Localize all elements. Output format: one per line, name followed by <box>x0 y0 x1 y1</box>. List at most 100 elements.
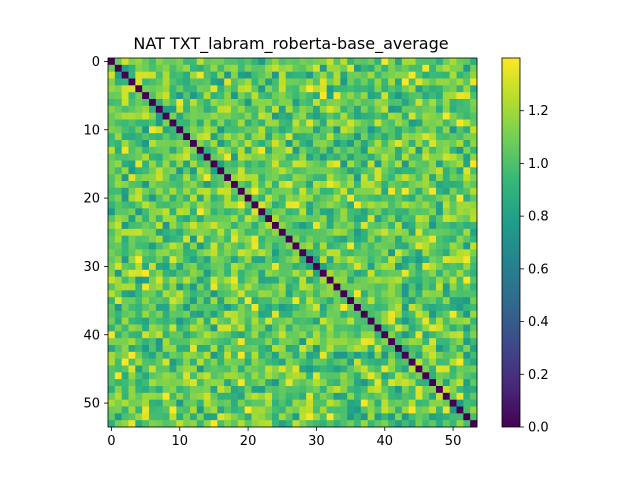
heatmap-cell <box>203 249 211 257</box>
heatmap-cell <box>449 126 457 134</box>
heatmap-cell <box>224 160 232 168</box>
heatmap-cell <box>265 153 273 161</box>
heatmap-cell-diagonal <box>381 331 389 339</box>
heatmap-cell <box>367 242 375 250</box>
heatmap-cell <box>258 99 266 107</box>
heatmap-cell <box>128 345 136 353</box>
heatmap-cell <box>265 317 273 325</box>
heatmap-cell <box>313 174 321 182</box>
heatmap-cell <box>463 263 471 271</box>
heatmap-cell <box>251 283 259 291</box>
heatmap-cell <box>388 92 396 100</box>
heatmap-cell <box>429 92 437 100</box>
heatmap-cell <box>415 413 423 421</box>
heatmap-cell <box>183 269 191 278</box>
heatmap-cell <box>340 310 348 319</box>
heatmap-cell <box>367 304 375 312</box>
heatmap-cell <box>108 331 116 339</box>
heatmap-cell <box>155 310 164 319</box>
heatmap-cell <box>415 351 423 360</box>
heatmap-cell <box>190 242 198 250</box>
heatmap-cell <box>354 399 362 407</box>
heatmap-cell <box>224 386 232 394</box>
heatmap-cell <box>319 276 328 284</box>
heatmap-cell <box>326 351 334 360</box>
heatmap-cell <box>149 358 157 366</box>
heatmap-cell <box>313 119 321 127</box>
heatmap-cell <box>470 263 478 271</box>
heatmap-cell <box>237 345 246 353</box>
heatmap-cell <box>319 194 328 202</box>
heatmap-cell <box>272 92 280 100</box>
heatmap-cell <box>142 331 150 339</box>
heatmap-cell <box>142 112 150 120</box>
heatmap-cell-diagonal <box>114 64 123 73</box>
heatmap-cell <box>237 222 246 230</box>
heatmap-cell <box>285 187 293 196</box>
heatmap-cell <box>135 92 143 100</box>
heatmap-cell <box>210 256 218 264</box>
heatmap-cell <box>381 140 389 148</box>
heatmap-cell <box>258 215 266 223</box>
heatmap-cell <box>367 140 375 148</box>
heatmap-cell <box>135 310 143 319</box>
heatmap-cell <box>470 126 478 134</box>
heatmap-cell <box>135 222 143 230</box>
heatmap-cell <box>135 297 143 305</box>
heatmap-cell <box>210 85 218 93</box>
heatmap-cell <box>272 249 280 257</box>
heatmap-cell <box>210 310 218 319</box>
heatmap-cell <box>190 263 198 271</box>
heatmap-cell <box>333 58 341 66</box>
heatmap-cell <box>299 386 307 394</box>
heatmap-cell <box>306 249 314 257</box>
heatmap-cell-diagonal <box>121 71 129 79</box>
heatmap-cell <box>381 399 389 407</box>
heatmap-cell <box>128 208 136 216</box>
heatmap-cell <box>176 58 184 66</box>
heatmap-cell <box>231 331 239 339</box>
heatmap-cell <box>354 71 362 79</box>
heatmap-cell <box>142 317 150 325</box>
heatmap-cell <box>354 187 362 196</box>
heatmap-cell <box>463 222 471 230</box>
heatmap-cell <box>354 372 362 380</box>
heatmap-cell <box>449 228 457 237</box>
heatmap-cell <box>203 187 211 196</box>
heatmap-cell <box>224 187 232 196</box>
heatmap-cell <box>401 228 410 237</box>
heatmap-cell <box>135 78 143 86</box>
heatmap-cell <box>244 372 252 380</box>
heatmap-cell <box>367 338 375 346</box>
heatmap-cell <box>442 78 451 86</box>
heatmap-cell <box>381 406 389 414</box>
heatmap-cell <box>429 187 437 196</box>
heatmap-cell <box>326 310 334 319</box>
heatmap-cell <box>196 126 205 134</box>
heatmap-cell <box>408 194 416 202</box>
heatmap-cell <box>203 228 211 237</box>
heatmap-cell <box>121 133 129 141</box>
heatmap-cell <box>415 85 423 93</box>
heatmap-cell <box>319 324 328 332</box>
heatmap-cell <box>367 201 375 209</box>
heatmap-cell <box>114 406 123 414</box>
heatmap-cell <box>367 194 375 202</box>
heatmap-cell <box>388 201 396 209</box>
heatmap-cell <box>162 351 170 360</box>
colorbar-tick-label: 0.6 <box>528 262 549 277</box>
heatmap-cell <box>429 413 437 421</box>
heatmap-cell <box>436 392 444 401</box>
heatmap-cell <box>319 235 328 243</box>
heatmap-cell <box>210 105 218 114</box>
heatmap-cell <box>224 228 232 237</box>
heatmap-cell <box>470 119 478 127</box>
heatmap-cell <box>224 276 232 284</box>
heatmap-cell <box>388 242 396 250</box>
heatmap-cell <box>142 358 150 366</box>
heatmap-cell <box>169 146 177 155</box>
heatmap-cell <box>449 105 457 114</box>
heatmap-cell <box>244 379 252 387</box>
heatmap-cell <box>244 317 252 325</box>
heatmap-cell <box>442 194 451 202</box>
